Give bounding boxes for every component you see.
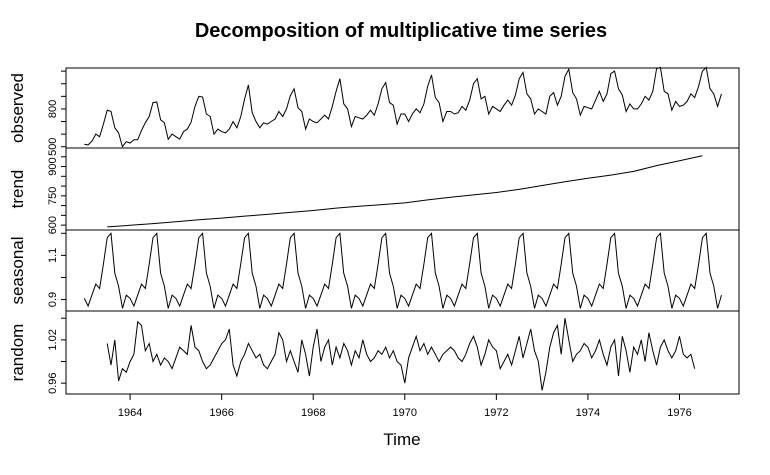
seasonal-axis-label: seasonal bbox=[8, 236, 27, 304]
x-tick-label: 1972 bbox=[484, 407, 508, 419]
trend-axis-label: trend bbox=[8, 170, 27, 209]
panel-seasonal: 0.9 1.1 seasonal bbox=[8, 229, 740, 312]
x-tick-label: 1976 bbox=[667, 407, 691, 419]
panels-group: 500 800 observed 600 750 900 trend 0.9 1.1 season… bbox=[8, 66, 740, 395]
chart-title: Decomposition of multiplicative time ser… bbox=[195, 20, 607, 42]
series-line-random bbox=[106, 318, 696, 391]
y-tick-label-observed: 800 bbox=[47, 100, 59, 118]
panel-random: 0.96 1.02 random bbox=[8, 310, 740, 395]
panel-random-frame bbox=[65, 310, 740, 395]
x-tick-label: 1966 bbox=[209, 407, 233, 419]
x-axis: 1964 1966 1968 1970 1972 1974 1976 bbox=[118, 394, 692, 419]
y-tick-label-trend: 750 bbox=[47, 187, 59, 205]
y-tick-label-seasonal: 1.1 bbox=[47, 248, 59, 263]
x-tick-label: 1964 bbox=[118, 407, 142, 419]
y-tick-label-trend: 600 bbox=[47, 216, 59, 234]
observed-axis-label: observed bbox=[8, 73, 27, 143]
x-tick-label: 1974 bbox=[576, 407, 600, 419]
panel-trend: 600 750 900 trend bbox=[8, 147, 740, 234]
series-line-trend bbox=[107, 155, 703, 228]
panel-observed: 500 800 observed bbox=[8, 66, 740, 156]
panel-trend-frame bbox=[65, 147, 740, 231]
y-tick-label-trend: 900 bbox=[47, 157, 59, 175]
x-tick-label: 1970 bbox=[393, 407, 417, 419]
y-tick-label-seasonal: 0.9 bbox=[47, 292, 59, 307]
series-line-observed bbox=[84, 66, 722, 148]
x-tick-label: 1968 bbox=[301, 407, 325, 419]
series-line-seasonal bbox=[83, 232, 722, 309]
y-tick-label-random: 1.02 bbox=[47, 329, 59, 350]
x-axis-label: Time bbox=[383, 430, 420, 449]
random-axis-label: random bbox=[8, 324, 27, 382]
y-tick-label-observed: 500 bbox=[47, 138, 59, 156]
y-tick-label-random: 0.96 bbox=[47, 372, 59, 393]
